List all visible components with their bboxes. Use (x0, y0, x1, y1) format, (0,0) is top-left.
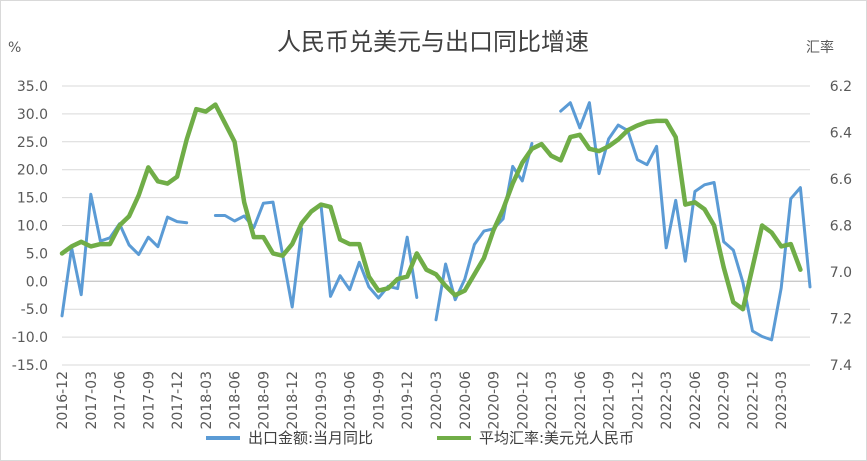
x-tick-label: 2019-03 (314, 371, 330, 430)
x-tick-label: 2023-03 (774, 371, 790, 430)
left-tick-label: 5.0 (26, 246, 48, 262)
x-tick-label: 2017-12 (170, 371, 186, 430)
left-tick-label: 30.0 (17, 107, 48, 123)
x-axis: 2016-12 2017-03 2017-06 2017-09 2017-12 2018-… (55, 280, 810, 430)
x-tick-label: 2021-09 (602, 371, 618, 430)
x-tick-label: 2019-06 (343, 371, 359, 430)
x-tick-label: 2018-12 (285, 371, 301, 430)
right-tick-label: 6.4 (830, 126, 852, 142)
x-tick-label: 2020-03 (429, 371, 445, 430)
x-tick-label: 2017-03 (84, 371, 100, 430)
right-tick-label: 7.4 (830, 358, 852, 374)
right-tick-label: 6.2 (830, 79, 852, 95)
left-tick-label: -10.0 (12, 330, 48, 346)
x-tick-label: 2019-12 (400, 371, 416, 430)
x-tick-label: 2022-03 (659, 371, 675, 430)
left-tick-label: 0.0 (26, 274, 48, 290)
legend-label-export: 出口金额:当月同比 (248, 429, 373, 447)
fx-series-line (59, 102, 803, 312)
plot-area (59, 101, 812, 342)
right-axis: 6.2 6.4 6.6 6.8 7.0 7.2 7.4 (830, 79, 852, 374)
x-tick-label: 2020-09 (487, 371, 503, 430)
export-series-line (319, 202, 419, 300)
left-tick-label: 20.0 (17, 163, 48, 179)
x-tick-label: 2017-09 (141, 371, 157, 430)
chart-title: 人民币兑美元与出口同比增速 (277, 28, 589, 56)
x-tick-label: 2022-12 (745, 371, 761, 430)
x-tick-label: 2022-06 (688, 371, 704, 430)
right-tick-label: 6.8 (830, 219, 852, 235)
x-tick-label: 2021-03 (544, 371, 560, 430)
x-tick-label: 2019-09 (371, 371, 387, 430)
left-tick-label: 15.0 (17, 191, 48, 207)
left-tick-label: -5.0 (21, 302, 48, 318)
x-tick-label: 2016-12 (55, 371, 71, 430)
right-axis-unit: 汇率 (806, 39, 834, 56)
x-tick-label: 2020-12 (515, 371, 531, 430)
left-axis: 35.0 30.0 25.0 20.0 15.0 10.0 5.0 0.0 -5.0 -10.0 -… (12, 79, 48, 374)
left-tick-label: 25.0 (17, 135, 48, 151)
legend: 出口金额:当月同比 平均汇率:美元兑人民币 (206, 429, 634, 447)
export-series-line (213, 200, 304, 309)
left-tick-label: 35.0 (17, 79, 48, 95)
left-tick-label: -15.0 (12, 358, 48, 374)
export-series-line (60, 192, 189, 318)
export-series-line (559, 101, 812, 342)
export-series-line (434, 142, 534, 322)
right-tick-label: 6.6 (830, 172, 852, 188)
x-tick-label: 2022-09 (717, 371, 733, 430)
x-tick-label: 2021-12 (630, 371, 646, 430)
x-tick-label: 2017-06 (113, 371, 129, 430)
x-tick-label: 2018-09 (256, 371, 272, 430)
right-tick-label: 7.2 (830, 312, 852, 328)
legend-label-fx: 平均汇率:美元兑人民币 (479, 429, 634, 447)
left-tick-label: 10.0 (17, 219, 48, 235)
x-tick-label: 2021-06 (573, 371, 589, 430)
x-tick-label: 2018-06 (228, 371, 244, 430)
right-tick-label: 7.0 (830, 265, 852, 281)
x-tick-label: 2020-06 (458, 371, 474, 430)
left-axis-unit: % (8, 40, 21, 56)
x-tick-label: 2018-03 (199, 371, 215, 430)
